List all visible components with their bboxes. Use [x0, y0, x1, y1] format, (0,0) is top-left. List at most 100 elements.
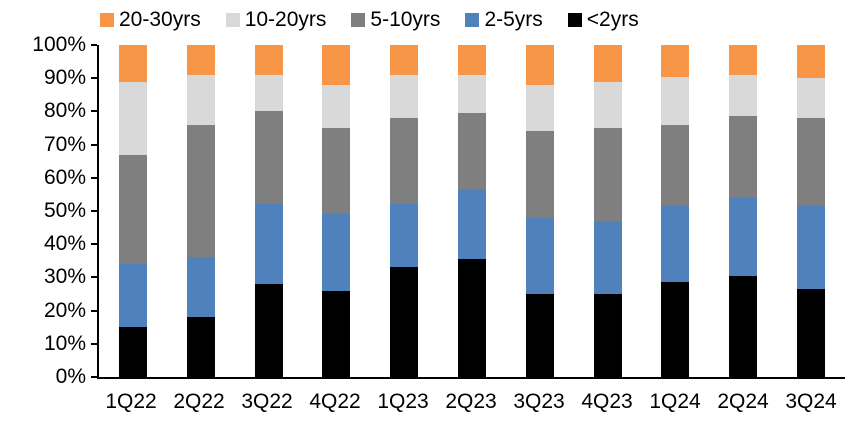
bar-slot-1q22: [99, 45, 167, 377]
y-axis-label-90: 90%: [43, 66, 86, 90]
legend-swatch-5-10yrs: [351, 13, 366, 27]
bar-segment-1q24-5-10yrs: [661, 124, 690, 206]
bar-3q24: [797, 45, 826, 377]
bar-segment-4q22-10-20yrs: [322, 84, 351, 128]
bar-segment-3q24-10-20yrs: [797, 78, 826, 119]
legend-swatch-10-20yrs: [225, 13, 240, 27]
bar-segment-3q22-2yrs: [254, 284, 283, 377]
bar-slot-2q22: [167, 45, 235, 377]
x-axis-label-4q23: 4Q23: [581, 390, 633, 413]
bar-segment-3q24-5-10yrs: [797, 118, 826, 206]
x-axis-label-1q22: 1Q22: [105, 390, 157, 413]
bar-segment-1q22-2yrs: [118, 327, 147, 377]
bar-segment-4q23-2-5yrs: [593, 220, 622, 294]
y-axis-label-40: 40%: [43, 232, 86, 256]
bar-slot-3q24: [777, 45, 845, 377]
y-axis-tick-60: [91, 176, 97, 179]
bar-segment-1q23-5-10yrs: [390, 118, 419, 205]
bar-segment-3q24-2yrs: [797, 288, 826, 377]
x-axis-label-1q24: 1Q24: [649, 390, 701, 413]
bar-segment-3q23-10-20yrs: [525, 84, 554, 132]
legend-label-10-20yrs: 10-20yrs: [244, 8, 327, 31]
legend-item-5-10yrs: 5-10yrs: [351, 8, 440, 32]
y-axis-tick-80: [91, 110, 97, 113]
y-axis-label-0: 0%: [55, 365, 86, 388]
y-axis-label-100: 100%: [32, 33, 86, 56]
x-axis-label-3q24: 3Q24: [785, 390, 837, 413]
bar-segment-1q23-20-30yrs: [390, 45, 419, 75]
y-axis-label-20: 20%: [43, 298, 86, 322]
y-axis-tick-50: [91, 210, 97, 212]
bar-segment-3q24-2-5yrs: [797, 205, 826, 289]
bar-4q23: [593, 45, 622, 377]
bar-segment-2q23-2-5yrs: [457, 189, 486, 260]
bar-segment-4q22-2yrs: [322, 290, 351, 377]
y-axis-tick-10: [91, 342, 97, 345]
x-axis-label-3q23: 3Q23: [513, 390, 565, 413]
bar-slot-1q23: [370, 45, 438, 377]
x-axis-label-1q23: 1Q23: [377, 390, 429, 413]
y-axis-label-80: 80%: [43, 99, 86, 123]
bar-segment-4q22-5-10yrs: [322, 127, 351, 215]
y-axis-label-10: 10%: [43, 331, 86, 355]
x-axis-label-2q23: 2Q23: [445, 390, 497, 413]
bar-segment-4q23-20-30yrs: [593, 45, 622, 82]
bar-segment-4q22-2-5yrs: [322, 214, 351, 291]
bar-segment-3q22-5-10yrs: [254, 111, 283, 205]
y-axis-tick-100: [91, 44, 97, 46]
x-axis-label-2q24: 2Q24: [717, 390, 769, 413]
bar-segment-3q22-10-20yrs: [254, 74, 283, 112]
bar-segment-2q22-10-20yrs: [186, 74, 215, 125]
bar-1q23: [390, 45, 419, 377]
y-axis-tick-40: [91, 243, 97, 246]
legend-swatch-2-5yrs: [465, 13, 480, 27]
bar-segment-1q22-10-20yrs: [118, 81, 147, 155]
bar-segment-4q22-20-30yrs: [322, 45, 351, 85]
bar-3q23: [525, 45, 554, 377]
legend-label-20-30yrs: 20-30yrs: [119, 8, 201, 31]
bar-segment-1q23-2-5yrs: [390, 204, 419, 268]
bar-segment-1q23-10-20yrs: [390, 74, 419, 119]
bar-2q22: [186, 45, 215, 377]
y-axis-labels: 0% 10% 20% 30% 40% 50% 60% 70% 80% 90% 100%: [0, 34, 86, 388]
y-axis-label-70: 70%: [43, 132, 86, 156]
x-axis-labels: 1Q22 2Q22 3Q22 4Q22 1Q23 2Q23 3Q23 4Q23 1Q24 2Q24…: [97, 390, 845, 414]
bar-segment-1q22-5-10yrs: [118, 154, 147, 265]
plot-area: [91, 44, 845, 379]
bar-segment-2q22-5-10yrs: [186, 124, 215, 258]
bar-segment-3q23-2-5yrs: [525, 217, 554, 294]
bar-segment-2q22-2-5yrs: [186, 257, 215, 318]
bar-segment-3q23-5-10yrs: [525, 131, 554, 218]
bar-slot-2q24: [709, 45, 777, 377]
bar-segment-2q23-5-10yrs: [457, 113, 486, 190]
bar-segment-1q23-2yrs: [390, 267, 419, 377]
legend-swatch-2yrs: [567, 13, 582, 27]
bar-slot-3q23: [506, 45, 574, 377]
bar-segment-2q24-10-20yrs: [729, 74, 758, 117]
bar-segment-3q23-20-30yrs: [525, 45, 554, 85]
y-axis-label-30: 30%: [43, 265, 86, 289]
bar-slot-4q23: [574, 45, 642, 377]
legend-label-2yrs: <2yrs: [586, 8, 639, 31]
bar-segment-1q24-10-20yrs: [661, 76, 690, 125]
bar-segment-2q23-2yrs: [457, 259, 486, 377]
y-axis-tick-90: [91, 77, 97, 80]
legend-label-2-5yrs: 2-5yrs: [484, 8, 543, 31]
bar-2q23: [457, 45, 486, 377]
bar-2q24: [729, 45, 758, 377]
y-axis-tick-20: [91, 309, 97, 312]
bar-4q22: [322, 45, 351, 377]
legend-item-20-30yrs: 20-30yrs: [100, 8, 201, 32]
bar-3q22: [254, 45, 283, 377]
bar-segment-1q24-2yrs: [661, 282, 690, 377]
bar-segment-2q24-2yrs: [729, 275, 758, 377]
bar-segment-3q22-20-30yrs: [254, 45, 283, 75]
legend-swatch-20-30yrs: [100, 13, 114, 27]
y-axis-tick-70: [91, 143, 97, 146]
bar-segment-2q22-20-30yrs: [186, 45, 215, 75]
bar-segment-2q24-5-10yrs: [729, 116, 758, 198]
bar-segment-3q23-2yrs: [525, 293, 554, 377]
bar-slot-4q22: [302, 45, 370, 377]
bar-segment-4q23-5-10yrs: [593, 127, 622, 221]
